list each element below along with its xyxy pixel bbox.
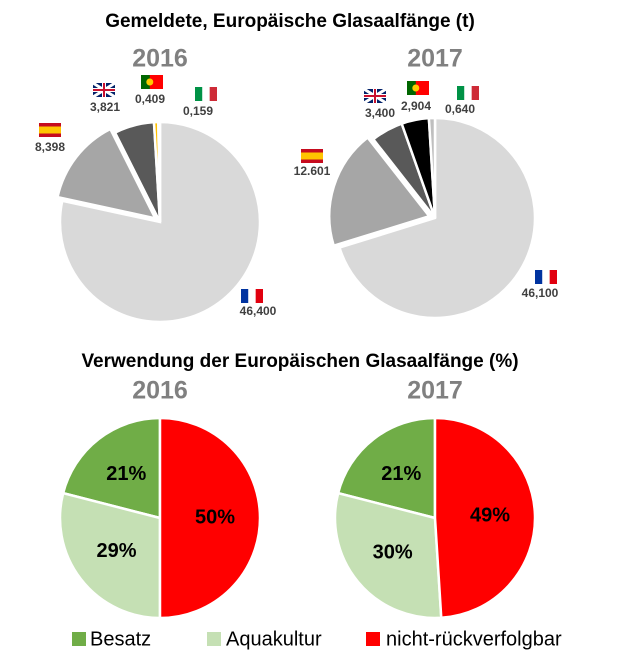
data-label: 0,409 [135, 92, 165, 106]
data-label: 8,398 [35, 140, 65, 154]
pie-slice [158, 416, 262, 620]
data-label: 12.601 [294, 164, 331, 178]
heading: Gemeldete, Europäische Glasaalfänge (t) [105, 11, 475, 32]
data-label: 0,640 [445, 102, 475, 116]
legend-label: Besatz [90, 628, 151, 650]
data-label: 3,821 [90, 100, 120, 114]
legend-label: nicht-rückverfolgbar [386, 628, 562, 650]
flag [255, 289, 263, 303]
flag [471, 86, 479, 100]
chart-title: 2016 [132, 45, 188, 73]
flag [549, 270, 557, 284]
pie-slice [333, 491, 443, 620]
flag [412, 84, 420, 92]
flag [542, 270, 550, 284]
flag [301, 152, 323, 160]
flag [209, 87, 217, 101]
flag [195, 87, 203, 101]
legend-label: Aquakultur [226, 628, 322, 650]
data-label: 2,904 [401, 99, 431, 113]
pie-slice [157, 120, 162, 223]
pie-slice [328, 135, 432, 248]
pie-slice [336, 416, 437, 520]
flag [407, 81, 416, 95]
chart-title: 2017 [407, 45, 463, 73]
data-label: 0,159 [183, 104, 213, 118]
data-label: 30% [373, 541, 413, 563]
pie-slice [58, 491, 162, 620]
heading: Verwendung der Europäischen Glasaalfänge… [81, 351, 518, 372]
data-label: 50% [195, 506, 235, 528]
legend-swatch [207, 632, 221, 646]
pie-slice [56, 127, 158, 221]
data-label: 3,400 [365, 106, 395, 120]
data-label: 21% [106, 463, 146, 485]
flag [457, 86, 465, 100]
data-label: 29% [97, 540, 137, 562]
data-label: 49% [470, 505, 510, 527]
flag [146, 78, 154, 86]
flag [202, 87, 210, 101]
legend-swatch [72, 632, 86, 646]
pie-slice [61, 416, 162, 520]
flag [39, 126, 61, 134]
flag [241, 289, 249, 303]
flag [103, 83, 105, 97]
flag [141, 75, 150, 89]
flag [464, 86, 472, 100]
legend-swatch [366, 632, 380, 646]
data-label: 46,100 [522, 286, 559, 300]
pie-slice [433, 416, 537, 620]
data-label: 21% [381, 463, 421, 485]
flag [248, 289, 256, 303]
data-label: 46,400 [240, 304, 277, 318]
flag [374, 89, 376, 103]
chart-title: 2017 [407, 377, 463, 405]
pie-slice [337, 116, 537, 320]
chart-title: 2016 [132, 377, 188, 405]
flag [535, 270, 543, 284]
pie-slice [427, 116, 437, 219]
